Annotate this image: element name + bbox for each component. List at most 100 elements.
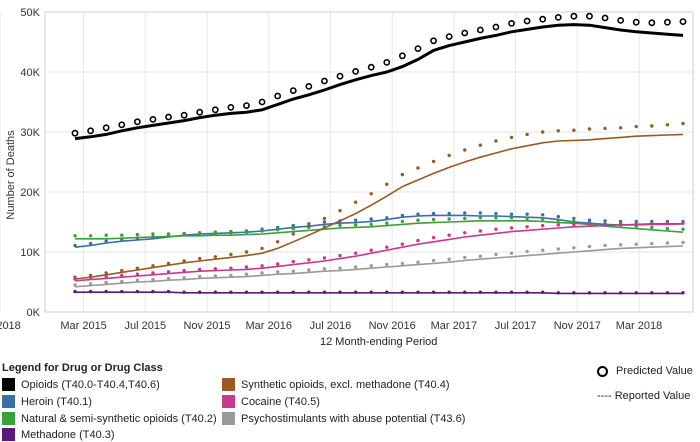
predicted-point bbox=[198, 256, 202, 261]
legend-swatch bbox=[222, 412, 235, 425]
predicted-point bbox=[681, 121, 685, 126]
predicted-point bbox=[322, 290, 327, 294]
predicted-value-label: Predicted Value bbox=[616, 365, 693, 377]
predicted-point bbox=[587, 291, 592, 295]
x-tick-label: Mar 2015 bbox=[60, 320, 106, 332]
predicted-point bbox=[556, 129, 560, 133]
predicted-point bbox=[353, 265, 358, 269]
legend-item-cocaine: Cocaine (T40.5) bbox=[222, 395, 320, 408]
x-tick-label: Mar 2016 bbox=[245, 320, 291, 332]
predicted-point bbox=[353, 290, 358, 294]
predicted-point bbox=[367, 63, 375, 71]
predicted-point bbox=[353, 223, 358, 227]
y-tick-label: 30K bbox=[20, 127, 40, 139]
plot-frame bbox=[44, 11, 694, 313]
predicted-point bbox=[431, 211, 436, 216]
predicted-point bbox=[463, 216, 467, 221]
x-axis-title: 12 Month-ending Period bbox=[320, 336, 438, 348]
predicted-point bbox=[87, 127, 94, 135]
predicted-point bbox=[586, 12, 593, 20]
predicted-point bbox=[525, 249, 529, 254]
predicted-point bbox=[182, 290, 186, 294]
predicted-point bbox=[478, 211, 483, 215]
legend-label: Heroin (T40.1) bbox=[21, 395, 92, 408]
predicted-point bbox=[385, 182, 389, 186]
y-tick-label: 50K bbox=[20, 7, 40, 19]
predicted-point bbox=[618, 291, 623, 295]
predicted-point bbox=[572, 216, 576, 221]
predicted-point bbox=[461, 29, 469, 37]
predicted-point bbox=[244, 250, 249, 254]
predicted-point bbox=[166, 232, 171, 236]
predicted-point bbox=[260, 246, 264, 251]
predicted-point bbox=[198, 290, 202, 294]
predicted-point bbox=[525, 216, 529, 221]
legend-item-opioids: Opioids (T40.0-T40.4,T40.6) bbox=[2, 378, 160, 391]
legend-item-synthetic: Synthetic opioids, excl. methadone (T40.… bbox=[222, 378, 450, 391]
predicted-point bbox=[196, 108, 204, 116]
predicted-point bbox=[291, 232, 295, 236]
predicted-point bbox=[523, 17, 531, 25]
series-line bbox=[74, 23, 684, 141]
predicted-point bbox=[385, 245, 389, 249]
predicted-point bbox=[572, 246, 576, 250]
predicted-point bbox=[572, 219, 576, 224]
predicted-point bbox=[135, 289, 140, 294]
predicted-point bbox=[135, 266, 140, 270]
predicted-point bbox=[182, 259, 186, 263]
predicted-point bbox=[338, 223, 342, 228]
predicted-point bbox=[650, 241, 654, 246]
predicted-point bbox=[291, 226, 295, 231]
legend-swatch bbox=[222, 378, 235, 391]
predicted-point bbox=[618, 219, 623, 224]
predicted-point bbox=[244, 230, 249, 234]
predicted-point bbox=[151, 277, 155, 282]
predicted-point bbox=[369, 192, 373, 196]
predicted-point bbox=[166, 261, 171, 266]
predicted-point bbox=[540, 217, 545, 221]
predicted-point bbox=[431, 290, 436, 294]
legend-title: Legend for Drug or Drug Class bbox=[2, 362, 163, 374]
predicted-point bbox=[258, 98, 266, 106]
predicted-point bbox=[634, 291, 638, 295]
predicted-point bbox=[88, 282, 93, 286]
predicted-point bbox=[198, 274, 202, 279]
predicted-point bbox=[650, 225, 654, 230]
predicted-point bbox=[572, 291, 576, 295]
predicted-point bbox=[383, 59, 391, 66]
predicted-point bbox=[244, 265, 249, 269]
grid-lines bbox=[0, 11, 694, 313]
predicted-point bbox=[243, 102, 250, 109]
predicted-point bbox=[336, 72, 344, 80]
predicted-point bbox=[556, 223, 560, 227]
predicted-point bbox=[476, 26, 484, 34]
legend-swatch bbox=[2, 428, 15, 441]
predicted-point bbox=[447, 290, 451, 294]
predicted-point bbox=[338, 290, 342, 294]
predicted-point bbox=[430, 37, 437, 45]
predicted-point bbox=[416, 166, 420, 170]
predicted-point bbox=[463, 255, 467, 260]
y-axis: 0K 10K 20K 30K 40K 50K bbox=[20, 7, 40, 319]
predicted-point bbox=[118, 121, 126, 129]
predicted-point bbox=[151, 271, 155, 275]
predicted-point bbox=[648, 19, 656, 27]
predicted-point bbox=[73, 283, 77, 287]
predicted-point bbox=[104, 239, 108, 243]
predicted-point bbox=[229, 273, 233, 278]
predicted-point bbox=[447, 233, 451, 237]
x-tick-label: Jul 2015 bbox=[124, 320, 166, 332]
predicted-point bbox=[305, 83, 313, 90]
predicted-point bbox=[525, 212, 529, 216]
predicted-point bbox=[650, 222, 654, 226]
predicted-point bbox=[229, 266, 233, 270]
predicted-point bbox=[478, 290, 483, 294]
predicted-point bbox=[307, 268, 311, 272]
predicted-point bbox=[400, 242, 405, 246]
predicted-point bbox=[369, 222, 373, 227]
predicted-point bbox=[509, 216, 514, 220]
predicted-point bbox=[494, 227, 498, 231]
predicted-point bbox=[570, 12, 578, 20]
predicted-point bbox=[665, 221, 670, 225]
predicted-point bbox=[463, 290, 467, 294]
